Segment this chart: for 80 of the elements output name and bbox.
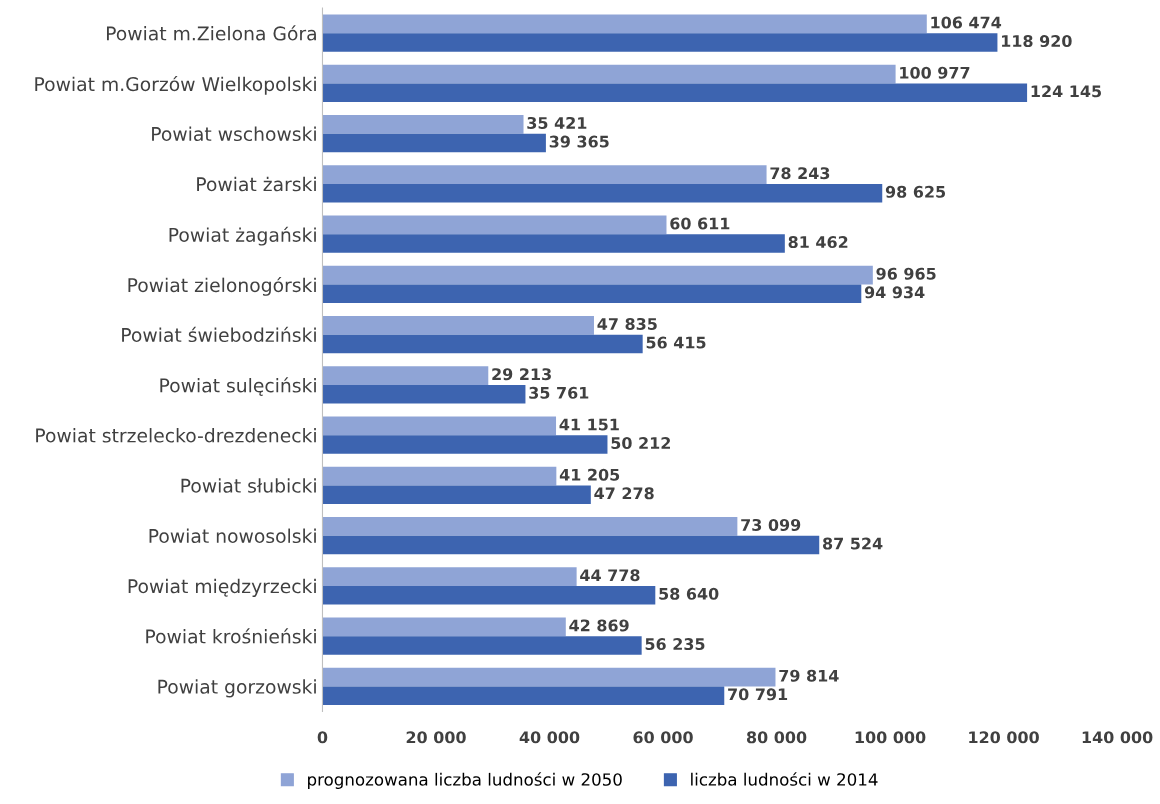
bar (322, 585, 656, 605)
data-label: 124 145 (1031, 85, 1101, 98)
y-tick-label: Powiat wschowski (152, 126, 316, 142)
data-label: 60 611 (670, 217, 730, 230)
data-label: 73 099 (741, 518, 801, 531)
data-label: 41 205 (559, 468, 620, 481)
data-label: 29 213 (492, 368, 551, 381)
y-tick-label: Powiat zielonogórski (128, 276, 316, 296)
x-tick-label: 140 000 (1082, 731, 1153, 744)
data-label: 39 365 (549, 135, 609, 148)
bar (322, 567, 577, 586)
data-label: 44 778 (580, 569, 640, 582)
bar (322, 416, 557, 436)
legend-label: liczba ludności w 2014 (691, 772, 878, 786)
bar (322, 165, 767, 184)
x-tick-label: 60 000 (633, 731, 693, 744)
y-tick-label: Powiat nowosolski (149, 528, 316, 544)
bar (322, 284, 862, 304)
bar (322, 617, 566, 637)
data-label: 81 462 (788, 236, 848, 249)
bar (322, 14, 927, 34)
data-label: 50 212 (611, 437, 670, 450)
y-tick-label: Powiat m.Gorzów Wielkopolski (35, 75, 316, 95)
bar (322, 667, 776, 687)
x-tick-label: 20 000 (406, 731, 466, 744)
bar (322, 517, 738, 536)
bar (322, 33, 998, 52)
data-label: 56 415 (646, 336, 706, 349)
bar (322, 334, 643, 354)
y-tick-label: Powiat żagański (169, 226, 316, 246)
data-label: 98 625 (885, 185, 946, 198)
data-label: 79 814 (779, 669, 839, 682)
x-tick-label: 40 000 (519, 731, 580, 744)
bar (322, 234, 785, 253)
y-tick-label: Powiat m.Zielona Góra (106, 25, 316, 41)
x-tick-label: 0 (317, 731, 328, 744)
y-tick-label: Powiat słubicki (181, 478, 316, 493)
data-label: 41 151 (559, 418, 619, 431)
data-label: 58 640 (659, 587, 719, 600)
y-tick-label: Powiat strzelecko-drezdenecki (36, 428, 316, 443)
bar (322, 215, 667, 235)
data-label: 100 977 (900, 66, 970, 79)
bar (322, 133, 546, 153)
data-label: 47 278 (594, 487, 654, 500)
data-label: 78 243 (770, 167, 830, 180)
data-label: 56 235 (645, 638, 705, 651)
y-tick-label: Powiat krośnieński (146, 628, 316, 644)
bar (322, 384, 526, 404)
data-label: 106 474 (931, 16, 1002, 29)
legend-label: prognozowana liczba ludności w 2050 (308, 772, 622, 789)
x-tick-label: 120 000 (969, 731, 1039, 744)
data-label: 96 965 (876, 267, 936, 280)
bar (322, 686, 725, 706)
bar (322, 83, 1028, 103)
y-tick-label: Powiat żarski (197, 176, 316, 192)
data-label: 35 421 (527, 116, 587, 129)
data-label: 70 791 (728, 688, 788, 701)
data-label: 47 835 (597, 317, 657, 330)
data-label: 94 934 (864, 286, 925, 299)
x-tick-label: 100 000 (855, 731, 926, 744)
data-label: 35 761 (529, 386, 589, 399)
data-label: 42 869 (569, 619, 629, 632)
bar (322, 115, 524, 134)
y-tick-label: Powiat międzyrzecki (128, 578, 316, 597)
bar (322, 265, 873, 285)
bar (322, 316, 594, 335)
data-label: 118 920 (1002, 35, 1072, 48)
bar (322, 535, 820, 555)
bar (322, 485, 591, 505)
bar (322, 636, 642, 655)
bar (322, 466, 557, 486)
y-tick-label: Powiat sulęciński (160, 377, 316, 396)
bar (322, 183, 883, 203)
bar (322, 435, 608, 454)
data-label: 87 524 (822, 537, 883, 550)
y-tick-label: Powiat świebodziński (122, 326, 316, 343)
bar (322, 366, 489, 385)
x-tick-label: 80 000 (746, 731, 807, 744)
bar (322, 64, 896, 84)
y-tick-label: Powiat gorzowski (158, 679, 316, 698)
